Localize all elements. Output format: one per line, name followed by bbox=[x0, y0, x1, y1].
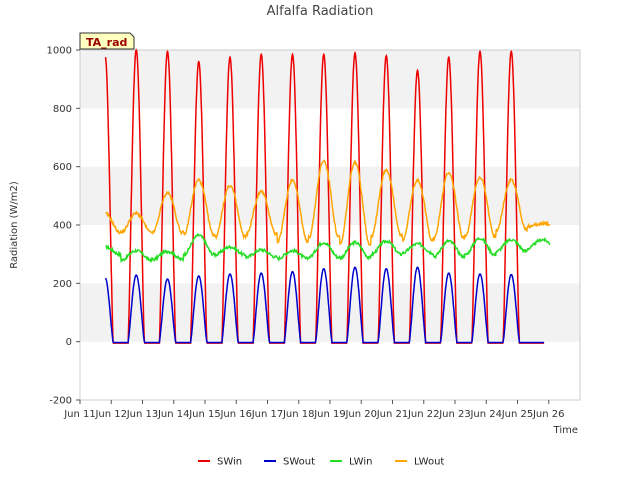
series-line-swout bbox=[104, 266, 545, 344]
legend: SWin SWout LWin LWout bbox=[198, 457, 444, 468]
x-tick-label: Jun 21 bbox=[376, 409, 409, 420]
legend-label-lwin: LWin bbox=[349, 457, 372, 468]
x-tick-label: Jun 16 bbox=[219, 409, 252, 420]
y-tick-label: 400 bbox=[53, 221, 72, 232]
y-tick-label: -200 bbox=[49, 396, 72, 407]
grid-bands bbox=[80, 50, 580, 400]
y-tick-label: 1000 bbox=[47, 46, 72, 57]
x-tick-label: Jun 15 bbox=[188, 409, 221, 420]
x-tick-label: Jun 18 bbox=[282, 409, 315, 420]
x-tick-label: Jun 19 bbox=[313, 409, 346, 420]
legend-label-lwout: LWout bbox=[414, 457, 444, 468]
x-axis-title: Time bbox=[553, 425, 578, 436]
y-tick-label: 600 bbox=[53, 162, 72, 173]
x-tick-label: Jun 20 bbox=[344, 409, 377, 420]
x-tick-label: Jun 14 bbox=[157, 409, 190, 420]
x-tick-label: Jun 12 bbox=[94, 409, 127, 420]
legend-label-swin: SWin bbox=[217, 457, 242, 468]
x-tick-label: Jun 17 bbox=[251, 409, 284, 420]
x-tick-label: Jun 11 bbox=[63, 409, 96, 420]
grid-band bbox=[80, 341, 580, 400]
series-line-lwin bbox=[105, 233, 551, 264]
x-tick-label: Jun 23 bbox=[438, 409, 471, 420]
chart-title: Alfalfa Radiation bbox=[267, 4, 374, 19]
x-tick-label: Jun 25 bbox=[501, 409, 534, 420]
y-tick-label: 200 bbox=[53, 279, 72, 290]
grid-band bbox=[80, 50, 580, 109]
y-axis-title: Radiation (W/m2) bbox=[9, 181, 20, 269]
x-tick-label: Jun 22 bbox=[407, 409, 440, 420]
x-axis-ticks: Jun 11 Jun 12 Jun 13 Jun 14 Jun 15 Jun 16 Jun … bbox=[63, 400, 565, 420]
grid-band bbox=[80, 108, 580, 167]
x-tick-label: Jun 13 bbox=[126, 409, 159, 420]
series-line-lwout bbox=[105, 159, 551, 246]
series-layer bbox=[104, 48, 551, 344]
ta-rad-badge: TA_rad bbox=[79, 32, 135, 50]
y-axis-ticks: -200 0 200 400 600 800 1000 bbox=[47, 46, 80, 407]
x-tick-label: Jun 26 bbox=[532, 409, 565, 420]
legend-label-swout: SWout bbox=[283, 457, 315, 468]
y-tick-label: 800 bbox=[53, 104, 72, 115]
x-tick-label: Jun 24 bbox=[469, 409, 502, 420]
y-tick-label: 0 bbox=[66, 337, 72, 348]
badge-label: TA_rad bbox=[86, 36, 127, 49]
